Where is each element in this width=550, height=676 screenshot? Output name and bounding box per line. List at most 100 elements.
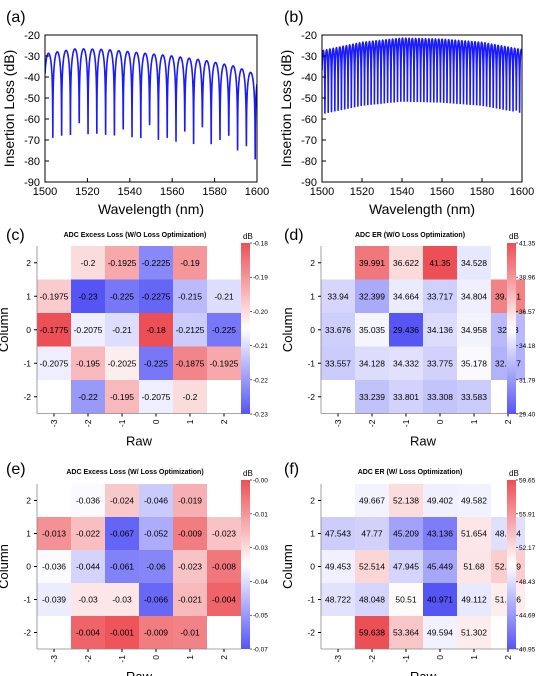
colorbar-tick-label: 40.95 (519, 647, 536, 654)
x-axis-label: Raw (126, 434, 153, 449)
heatmap-cell (355, 246, 389, 280)
heatmap-cell (71, 550, 105, 583)
cell-value: -0.2125 (176, 325, 205, 335)
colorbar-tick-label: 38.96 (519, 275, 536, 282)
y-tick-label: -2 (23, 628, 31, 638)
cell-value: -0.22 (78, 392, 98, 402)
heatmap-cell (423, 484, 457, 517)
y-tick-label: -40 (301, 72, 317, 84)
x-tick-label: 1520 (75, 186, 99, 198)
y-tick-label: -50 (24, 93, 40, 105)
colorbar-tick-label: -0.18 (253, 241, 268, 248)
heatmap-cell (71, 313, 105, 347)
heatmap-cell (139, 313, 173, 347)
x-tick-label: -2 (367, 655, 377, 663)
heatmap-title: ADC ER (W/O Loss Optimization) (355, 232, 465, 239)
heatmap-4: (e) ADC Excess Loss (W/ Loss Optimization… (0, 461, 268, 676)
heatmap-cell (207, 517, 241, 550)
heatmap-cell (71, 346, 105, 380)
cell-value: 45.209 (393, 529, 419, 539)
cell-value: 47.77 (361, 529, 383, 539)
x-axis-label: Raw (410, 434, 437, 449)
cell-value: -0.023 (212, 529, 236, 539)
cell-value: 51.302 (461, 628, 487, 638)
heatmap-cell (389, 380, 423, 414)
x-tick-label: -3 (333, 419, 343, 427)
heatmap-cell (37, 346, 71, 380)
heatmap-cell (105, 550, 139, 583)
x-tick-label: 2 (219, 419, 229, 424)
x-tick-label: -3 (333, 655, 343, 663)
cell-value: -0.195 (110, 392, 134, 402)
y-tick-label: 2 (310, 496, 315, 506)
heatmap-cell (389, 583, 423, 616)
heatmap-cell (457, 346, 491, 380)
cell-value: -0.2 (183, 392, 198, 402)
x-tick-label: 1600 (245, 186, 269, 198)
y-tick-label: -60 (301, 114, 317, 126)
heatmap-cell (105, 583, 139, 616)
cell-value: 45.449 (427, 562, 453, 572)
heatmap-cell (423, 550, 457, 583)
heatmap-cell (321, 583, 355, 616)
cell-value: 43.136 (427, 529, 453, 539)
cell-value: 34.664 (393, 291, 419, 301)
x-tick-label: 1 (469, 419, 479, 424)
colorbar-tick-label: -0.03 (253, 545, 268, 552)
heatmap-title: ADC Excess Loss (W/O Loss Optimization) (64, 232, 207, 239)
heatmap-cell (105, 616, 139, 649)
colorbar-tick-label: -0.01 (253, 511, 268, 518)
colorbar-tick-label: 55.91 (519, 511, 536, 518)
y-tick-label: -20 (24, 30, 40, 42)
x-axis-label: Raw (410, 669, 437, 676)
y-tick-label: -1 (307, 595, 315, 605)
y-tick-label: 1 (26, 529, 31, 539)
cell-value: -0.067 (110, 529, 134, 539)
cell-value: -0.2075 (40, 358, 69, 368)
colorbar-tick-label: -0.19 (253, 275, 268, 282)
colorbar-unit: dB (509, 469, 519, 478)
x-tick-label: -2 (83, 655, 93, 663)
x-tick-label: -2 (83, 419, 93, 427)
heatmap-cell (139, 616, 173, 649)
heatmap-cell (71, 583, 105, 616)
x-tick-label: 1 (185, 655, 195, 660)
cell-value: -0.03 (78, 595, 98, 605)
heatmap-cell (37, 279, 71, 313)
y-tick-label: -1 (307, 358, 315, 368)
heatmap-cell (355, 346, 389, 380)
cell-value: 29.436 (393, 325, 419, 335)
heatmap-cell (321, 346, 355, 380)
heatmap-cell (139, 246, 173, 280)
cell-value: 34.804 (461, 291, 487, 301)
y-tick-label: 0 (26, 562, 31, 572)
cell-value: -0.2 (81, 258, 96, 268)
x-tick-label: 0 (435, 419, 445, 424)
heatmap-cell (37, 517, 71, 550)
heatmap-cell (37, 550, 71, 583)
colorbar-tick-label: 59.65 (519, 478, 536, 485)
heatmap-cell (355, 279, 389, 313)
heatmap-cell (423, 583, 457, 616)
heatmap-cell (139, 517, 173, 550)
y-tick-label: 1 (310, 529, 315, 539)
colorbar-unit: dB (243, 232, 253, 241)
y-tick-label: -30 (301, 51, 317, 63)
heatmap-cell (105, 246, 139, 280)
cell-value: -0.21 (112, 325, 132, 335)
x-tick-label: 1560 (160, 186, 184, 198)
cell-value: 52.514 (359, 562, 385, 572)
y-tick-label: -1 (23, 595, 31, 605)
heatmap-cell (105, 484, 139, 517)
x-tick-label: 1580 (470, 186, 494, 198)
y-axis-label: Insertion Loss (dB) (278, 50, 294, 168)
cell-value: -0.21 (214, 291, 234, 301)
cell-value: -0.06 (146, 562, 166, 572)
colorbar-tick-label: 34.18 (519, 343, 536, 350)
cell-value: 49.582 (461, 496, 487, 506)
heatmap-cell (355, 380, 389, 414)
cell-value: -0.023 (178, 562, 202, 572)
heatmap-cell (71, 380, 105, 414)
panel-label: (c) (6, 227, 25, 244)
x-tick-label: -1 (401, 419, 411, 427)
